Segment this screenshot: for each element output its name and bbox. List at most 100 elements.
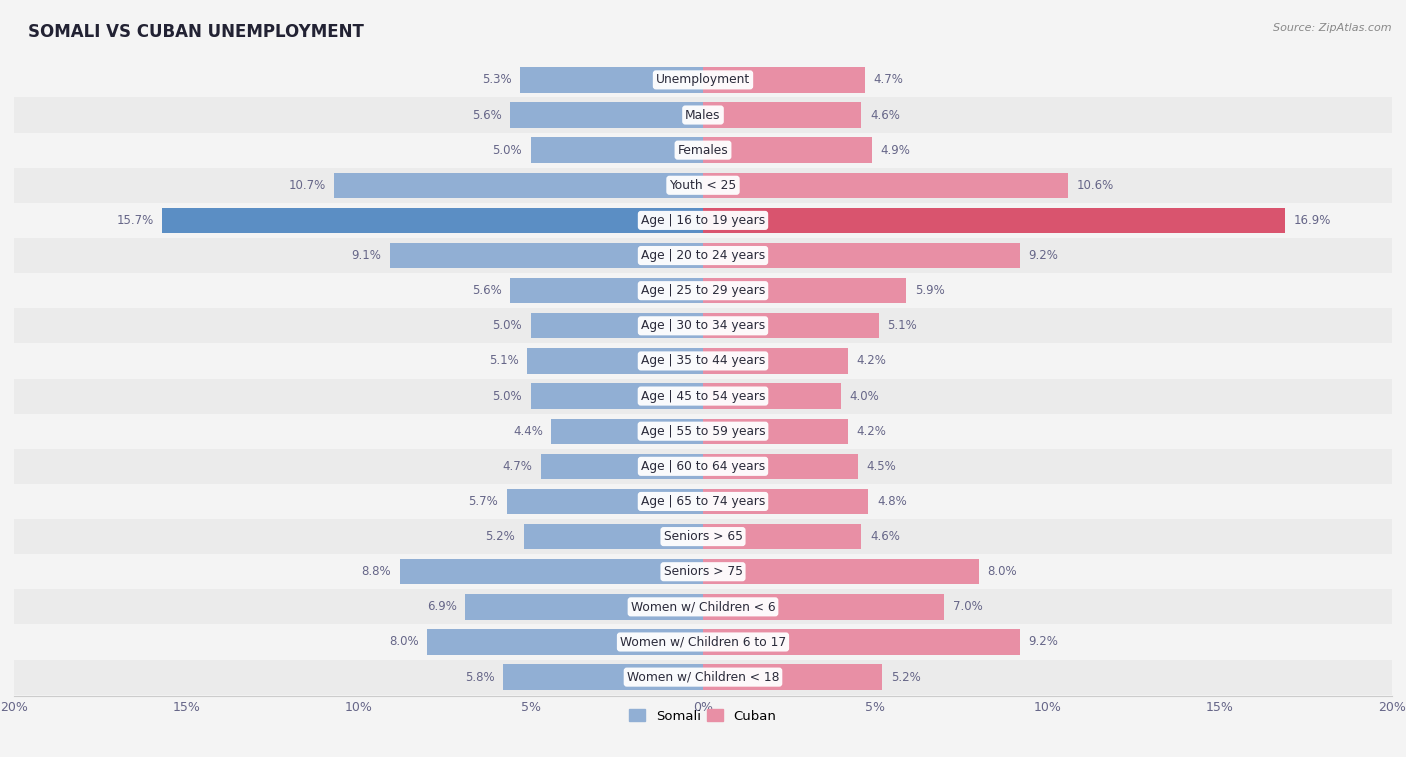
Bar [541, 453, 703, 479]
Bar [531, 138, 703, 163]
Bar [524, 524, 703, 550]
Bar [510, 278, 703, 304]
Bar [527, 348, 703, 374]
Bar [14, 554, 1392, 589]
Bar [703, 173, 1069, 198]
Bar [14, 98, 1392, 132]
Text: 5.1%: 5.1% [489, 354, 519, 367]
Bar [14, 168, 1392, 203]
Bar [465, 594, 703, 619]
Bar [703, 67, 865, 92]
Text: 10.6%: 10.6% [1077, 179, 1114, 192]
Bar [14, 308, 1392, 344]
Bar [335, 173, 703, 198]
Text: Women w/ Children < 6: Women w/ Children < 6 [631, 600, 775, 613]
Bar [399, 559, 703, 584]
Text: Age | 45 to 54 years: Age | 45 to 54 years [641, 390, 765, 403]
Bar [14, 273, 1392, 308]
Bar [703, 278, 907, 304]
Text: 5.6%: 5.6% [472, 108, 502, 122]
Bar [703, 453, 858, 479]
Bar [14, 344, 1392, 378]
Bar [14, 625, 1392, 659]
Text: 9.2%: 9.2% [1029, 635, 1059, 649]
Text: 8.8%: 8.8% [361, 565, 391, 578]
Text: 4.9%: 4.9% [880, 144, 910, 157]
Text: Females: Females [678, 144, 728, 157]
Text: Males: Males [685, 108, 721, 122]
Text: 4.0%: 4.0% [849, 390, 879, 403]
Bar [506, 489, 703, 514]
Bar [427, 629, 703, 655]
Bar [510, 102, 703, 128]
Text: 4.7%: 4.7% [502, 459, 533, 473]
Text: 4.6%: 4.6% [870, 530, 900, 543]
Text: 5.1%: 5.1% [887, 319, 917, 332]
Text: Age | 25 to 29 years: Age | 25 to 29 years [641, 284, 765, 298]
Text: 15.7%: 15.7% [117, 214, 153, 227]
Bar [14, 659, 1392, 695]
Bar [531, 313, 703, 338]
Bar [14, 132, 1392, 168]
Text: Age | 65 to 74 years: Age | 65 to 74 years [641, 495, 765, 508]
Bar [531, 383, 703, 409]
Text: 5.2%: 5.2% [891, 671, 921, 684]
Text: 4.8%: 4.8% [877, 495, 907, 508]
Text: Unemployment: Unemployment [655, 73, 751, 86]
Text: Seniors > 75: Seniors > 75 [664, 565, 742, 578]
Text: 4.2%: 4.2% [856, 354, 886, 367]
Bar [503, 665, 703, 690]
Bar [703, 594, 945, 619]
Bar [14, 484, 1392, 519]
Bar [389, 243, 703, 268]
Bar [703, 419, 848, 444]
Text: 5.9%: 5.9% [915, 284, 945, 298]
Bar [703, 102, 862, 128]
Text: Age | 30 to 34 years: Age | 30 to 34 years [641, 319, 765, 332]
Text: Women w/ Children < 18: Women w/ Children < 18 [627, 671, 779, 684]
Text: 5.0%: 5.0% [492, 390, 522, 403]
Bar [703, 348, 848, 374]
Text: 4.7%: 4.7% [873, 73, 904, 86]
Bar [14, 449, 1392, 484]
Text: 9.2%: 9.2% [1029, 249, 1059, 262]
Bar [162, 207, 703, 233]
Bar [703, 313, 879, 338]
Text: Age | 55 to 59 years: Age | 55 to 59 years [641, 425, 765, 438]
Bar [520, 67, 703, 92]
Bar [14, 519, 1392, 554]
Text: 8.0%: 8.0% [987, 565, 1017, 578]
Text: 4.2%: 4.2% [856, 425, 886, 438]
Bar [703, 489, 869, 514]
Text: Age | 20 to 24 years: Age | 20 to 24 years [641, 249, 765, 262]
Text: Age | 60 to 64 years: Age | 60 to 64 years [641, 459, 765, 473]
Text: Source: ZipAtlas.com: Source: ZipAtlas.com [1274, 23, 1392, 33]
Text: 7.0%: 7.0% [953, 600, 983, 613]
Text: 5.2%: 5.2% [485, 530, 515, 543]
Text: Age | 16 to 19 years: Age | 16 to 19 years [641, 214, 765, 227]
Text: 10.7%: 10.7% [288, 179, 326, 192]
Legend: Somali, Cuban: Somali, Cuban [624, 704, 782, 728]
Text: Seniors > 65: Seniors > 65 [664, 530, 742, 543]
Text: 9.1%: 9.1% [352, 249, 381, 262]
Text: 4.4%: 4.4% [513, 425, 543, 438]
Bar [703, 207, 1285, 233]
Text: 4.5%: 4.5% [866, 459, 897, 473]
Text: 5.6%: 5.6% [472, 284, 502, 298]
Text: 5.0%: 5.0% [492, 319, 522, 332]
Bar [14, 203, 1392, 238]
Text: Age | 35 to 44 years: Age | 35 to 44 years [641, 354, 765, 367]
Bar [14, 62, 1392, 98]
Text: SOMALI VS CUBAN UNEMPLOYMENT: SOMALI VS CUBAN UNEMPLOYMENT [28, 23, 364, 41]
Bar [703, 559, 979, 584]
Text: 4.6%: 4.6% [870, 108, 900, 122]
Bar [703, 629, 1019, 655]
Text: 5.0%: 5.0% [492, 144, 522, 157]
Bar [703, 383, 841, 409]
Bar [14, 378, 1392, 413]
Text: 5.3%: 5.3% [482, 73, 512, 86]
Bar [703, 524, 862, 550]
Bar [14, 413, 1392, 449]
Bar [703, 665, 882, 690]
Text: 6.9%: 6.9% [427, 600, 457, 613]
